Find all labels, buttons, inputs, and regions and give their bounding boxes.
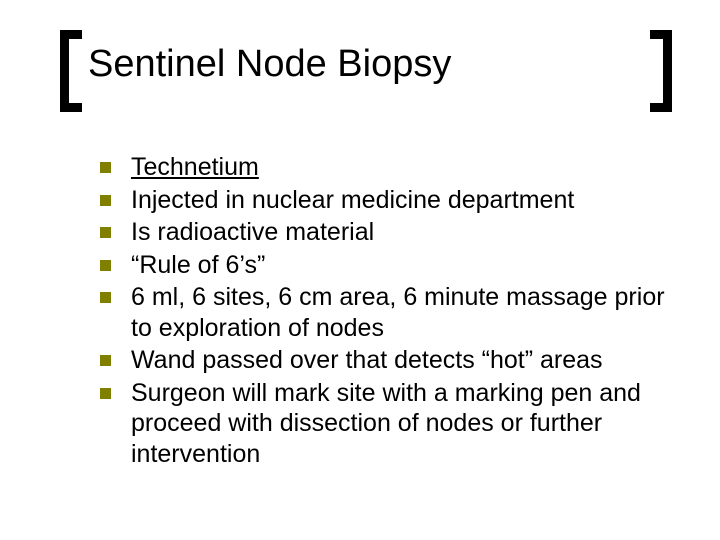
square-bullet-icon [100, 355, 111, 366]
list-item-text: Wand passed over that detects “hot” area… [131, 345, 670, 376]
list-item: “Rule of 6’s” [100, 250, 670, 281]
list-item-text: Is radioactive material [131, 217, 670, 248]
square-bullet-icon [100, 195, 111, 206]
list-item: Technetium [100, 152, 670, 183]
list-item-text: Surgeon will mark site with a marking pe… [131, 378, 670, 470]
list-item: 6 ml, 6 sites, 6 cm area, 6 minute massa… [100, 282, 670, 343]
bullet-list: Technetium Injected in nuclear medicine … [100, 152, 670, 471]
slide: Sentinel Node Biopsy Technetium Injected… [0, 0, 720, 540]
list-item-text: “Rule of 6’s” [131, 250, 670, 281]
page-title: Sentinel Node Biopsy [88, 44, 451, 86]
square-bullet-icon [100, 292, 111, 303]
list-item-text: Injected in nuclear medicine department [131, 185, 670, 216]
list-item: Wand passed over that detects “hot” area… [100, 345, 670, 376]
square-bullet-icon [100, 388, 111, 399]
list-item: Surgeon will mark site with a marking pe… [100, 378, 670, 470]
list-item: Injected in nuclear medicine department [100, 185, 670, 216]
square-bullet-icon [100, 162, 111, 173]
square-bullet-icon [100, 227, 111, 238]
title-bracket-right [650, 30, 672, 112]
list-item-text: Technetium [131, 152, 670, 183]
square-bullet-icon [100, 260, 111, 271]
list-item-text: 6 ml, 6 sites, 6 cm area, 6 minute massa… [131, 282, 670, 343]
title-bracket-left [60, 30, 82, 112]
list-item: Is radioactive material [100, 217, 670, 248]
